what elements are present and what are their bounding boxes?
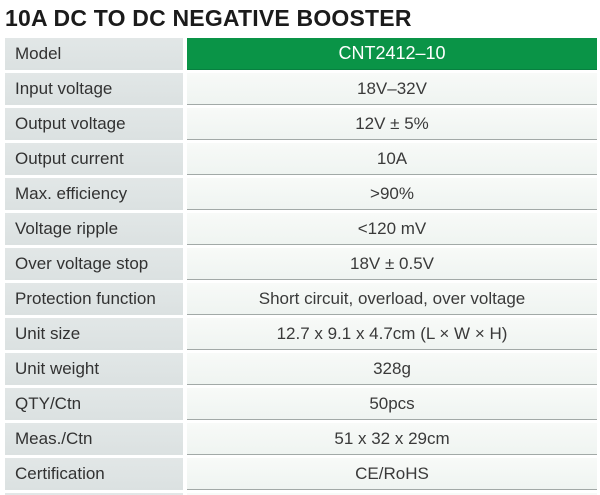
table-row: QTY/Ctn 50pcs [5, 388, 597, 420]
spec-label: Unit size [5, 318, 183, 350]
spec-value: 12.7 x 9.1 x 4.7cm (L × W × H) [187, 318, 597, 350]
spec-value: 10A [187, 143, 597, 175]
page-title: 10A DC TO DC NEGATIVE BOOSTER [5, 5, 412, 31]
spec-table: Model CNT2412–10 Input voltage 18V–32V Outpu… [5, 38, 597, 495]
spec-value: 51 x 32 x 29cm [187, 423, 597, 455]
spec-label: Input voltage [5, 73, 183, 105]
table-row: Output current 10A [5, 143, 597, 175]
spec-value: CE/RoHS [187, 458, 597, 490]
spec-value: 18V ± 0.5V [187, 248, 597, 280]
table-row-partial [5, 493, 597, 495]
spec-value: >90% [187, 178, 597, 210]
spec-label: Max. efficiency [5, 178, 183, 210]
spec-label: Over voltage stop [5, 248, 183, 280]
table-row: Max. efficiency >90% [5, 178, 597, 210]
spec-value: 12V ± 5% [187, 108, 597, 140]
spec-label: Protection function [5, 283, 183, 315]
spec-label: Voltage ripple [5, 213, 183, 245]
table-row: Voltage ripple <120 mV [5, 213, 597, 245]
model-value: CNT2412–10 [187, 38, 597, 70]
spec-label: QTY/Ctn [5, 388, 183, 420]
spec-label: Certification [5, 458, 183, 490]
spec-label: Output current [5, 143, 183, 175]
spec-value: 50pcs [187, 388, 597, 420]
spec-value: 18V–32V [187, 73, 597, 105]
table-row: Protection function Short circuit, overlo… [5, 283, 597, 315]
table-row: Unit weight 328g [5, 353, 597, 385]
spec-value: <120 mV [187, 213, 597, 245]
spec-value: Short circuit, overload, over voltage [187, 283, 597, 315]
table-row: Over voltage stop 18V ± 0.5V [5, 248, 597, 280]
table-row: Input voltage 18V–32V [5, 73, 597, 105]
table-row: Model CNT2412–10 [5, 38, 597, 70]
table-row: Meas./Ctn 51 x 32 x 29cm [5, 423, 597, 455]
table-row: Unit size 12.7 x 9.1 x 4.7cm (L × W × H) [5, 318, 597, 350]
spec-label: Unit weight [5, 353, 183, 385]
spec-label: Model [5, 38, 183, 70]
table-row: Certification CE/RoHS [5, 458, 597, 490]
spec-label: Meas./Ctn [5, 423, 183, 455]
spec-value [187, 493, 597, 495]
spec-value: 328g [187, 353, 597, 385]
spec-label: Output voltage [5, 108, 183, 140]
spec-label [5, 493, 183, 495]
table-row: Output voltage 12V ± 5% [5, 108, 597, 140]
